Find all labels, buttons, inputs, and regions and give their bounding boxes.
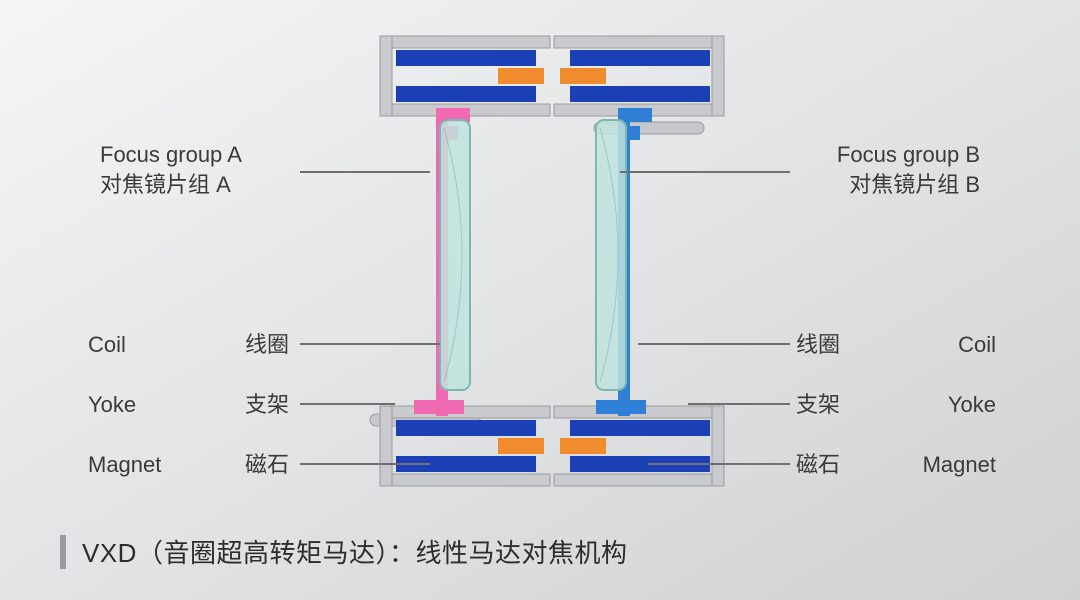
diagram-stage: Focus group A 对焦镜片组 A Focus group B 对焦镜片… (0, 0, 1080, 600)
label-focus-b-en: Focus group B (837, 140, 980, 170)
label-focus-b-cn: 对焦镜片组 B (849, 170, 980, 200)
label-yoke-right-cn: 支架 (796, 390, 840, 420)
caption-text: VXD（音圈超高转矩马达）：线性马达对焦机构 (82, 533, 627, 570)
label-focus-a-cn: 对焦镜片组 A (100, 170, 231, 200)
label-yoke-left-cn: 支架 (245, 390, 289, 420)
label-focus-b: Focus group B 对焦镜片组 B (837, 140, 980, 199)
label-focus-a-en: Focus group A (100, 140, 242, 170)
diagram-svg (0, 0, 1080, 600)
label-magnet-left-cn: 磁石 (245, 450, 289, 480)
label-yoke-right-en: Yoke (948, 390, 996, 420)
caption-accent (60, 535, 66, 569)
label-magnet-right-en: Magnet (923, 450, 996, 480)
caption: VXD（音圈超高转矩马达）：线性马达对焦机构 (60, 533, 627, 570)
label-magnet-left-en: Magnet (88, 450, 161, 480)
label-coil-left-cn: 线圈 (245, 330, 289, 360)
label-magnet-right-cn: 磁石 (796, 450, 840, 480)
label-focus-a: Focus group A 对焦镜片组 A (100, 140, 242, 199)
label-coil-right-cn: 线圈 (796, 330, 840, 360)
label-coil-left-en: Coil (88, 330, 126, 360)
label-yoke-left-en: Yoke (88, 390, 136, 420)
label-coil-right-en: Coil (958, 330, 996, 360)
